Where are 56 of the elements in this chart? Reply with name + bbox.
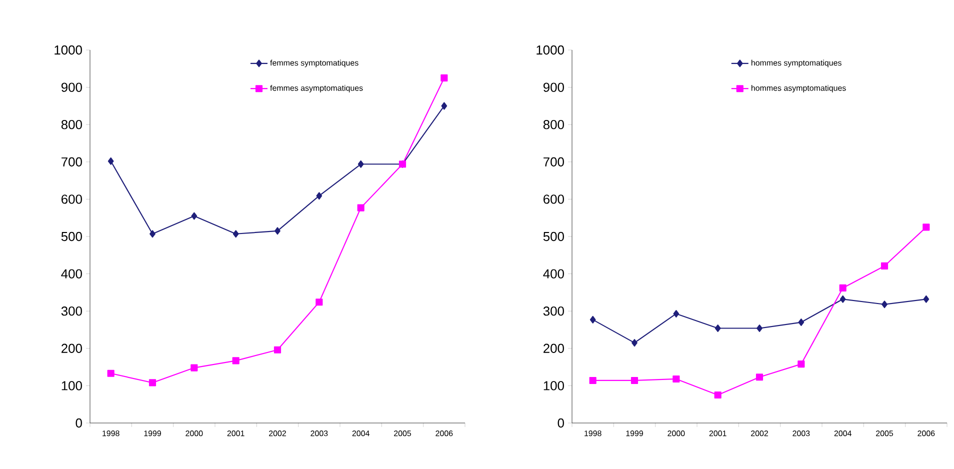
y-tick-label: 400 [543,269,564,278]
point [441,102,448,110]
point [590,316,596,324]
point [672,375,680,383]
point [316,192,322,200]
point [316,298,323,306]
y-tick-label: 200 [62,344,82,353]
point [923,295,930,303]
point [108,157,114,165]
point [191,212,198,220]
point [232,230,239,238]
y-tick-label: 700 [544,157,564,166]
point [190,364,198,372]
y-tick-label: 200 [544,344,564,353]
point [880,262,888,270]
point [148,379,156,386]
point [107,370,114,377]
point [630,376,638,384]
y-tick-label: 500 [543,232,564,242]
point [274,346,282,354]
point [632,339,638,347]
y-tick-label: 0 [76,418,82,428]
y-tick-label: 100 [544,381,564,390]
point [840,295,846,303]
y-tick-label: 0 [558,418,564,428]
point [232,357,240,364]
point [756,324,762,332]
point [274,227,280,235]
point [714,391,722,399]
y-tick-label: 800 [543,120,564,130]
y-tick-label: 400 [61,269,82,278]
y-tick-label: 1000 [536,45,564,55]
point [882,300,888,308]
y-tick-label: 900 [61,82,82,92]
point [756,374,764,381]
point [798,360,805,368]
y-tick-label: 700 [62,157,82,166]
point [714,324,721,332]
point [798,318,804,326]
y-tick-label: 900 [543,82,564,92]
point [150,230,156,238]
y-tick-label: 300 [61,306,82,316]
point [922,224,930,231]
y-tick-label: 600 [62,194,82,204]
y-tick-label: 100 [62,381,82,390]
point [357,204,364,212]
point [673,310,680,318]
point [839,284,846,292]
y-tick-label: 800 [61,120,82,130]
y-tick-label: 1000 [54,45,82,55]
y-tick-label: 300 [543,306,564,316]
point [358,160,364,168]
point [440,74,448,82]
y-tick-label: 600 [544,194,564,204]
point [589,376,596,384]
y-tick-label: 500 [61,232,82,242]
